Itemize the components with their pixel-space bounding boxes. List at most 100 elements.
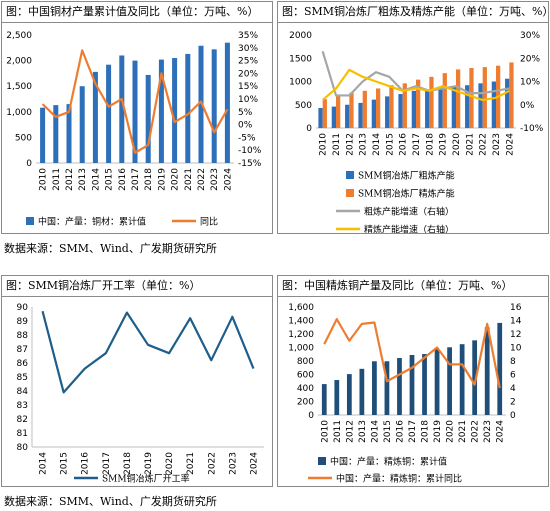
y-tick-label-right: 14 <box>510 317 522 327</box>
chart-title: 图：中国铜材产量累计值及同比（单位：万吨、%） <box>2 2 272 23</box>
x-tick-label: 2015 <box>60 452 70 475</box>
x-tick-label: 2020 <box>446 420 456 443</box>
y-tick-label-left: 0 <box>308 411 314 421</box>
bar <box>346 374 352 415</box>
x-tick-label: 2023 <box>228 452 238 475</box>
x-tick-label: 2018 <box>123 452 133 475</box>
bar <box>434 348 440 415</box>
bar <box>438 87 443 128</box>
bar <box>459 344 465 415</box>
operating-rate-chart: 80 81 82 83 84 85 86 87 88 89 90 2014 2015 2016 2017 20… <box>17 303 264 485</box>
y-tick-label-left: 2000 <box>289 31 312 41</box>
panel-refined-copper: 图：中国精炼铜产量及同比（单位：万吨、%） 0 200 400 600 800 1,000… <box>277 275 549 487</box>
y-tick-label-right: -15% <box>238 159 262 169</box>
y-tick-label-left: 1,400 <box>288 317 314 327</box>
bar <box>505 78 510 128</box>
y-tick-label-right: 0 <box>510 411 516 421</box>
y-tick-label-left: 86 <box>17 359 29 369</box>
panel-smelter-capacity: 图：SMM铜冶炼厂粗炼及精炼产能（单位：万吨、%） 0 500 1000 1500 20… <box>277 1 549 234</box>
x-tick-label: 2011 <box>333 420 343 443</box>
y-tick-label-left: 1500 <box>289 54 312 64</box>
bar <box>385 96 390 128</box>
bar <box>429 76 434 128</box>
bar <box>389 85 394 128</box>
copper-products-chart: 0 500 1,000 1,500 2,000 2,500 -15% -10% -5% 0% 5% 1… <box>6 31 262 228</box>
x-tick-label: 2023 <box>210 168 220 191</box>
y-tick-label-left: 90 <box>17 303 29 313</box>
data-source-bottom: 数据来源：SMM、Wind、广发期货研究所 <box>4 495 217 508</box>
x-tick-label: 2022 <box>471 420 481 443</box>
bar <box>482 67 487 128</box>
legend-label: 中国：产量：精炼铜：累计值 <box>330 456 447 468</box>
bar <box>456 69 461 128</box>
y-tick-label-right: -10% <box>238 146 262 156</box>
bar <box>79 86 85 163</box>
bar <box>425 89 430 128</box>
bar <box>402 83 407 128</box>
x-tick-label: 2017 <box>102 452 112 475</box>
x-tick-label: 2011 <box>332 133 342 156</box>
bar <box>145 74 151 163</box>
x-tick-label: 2014 <box>370 420 380 443</box>
chart-title: 图：SMM铜冶炼厂粗炼及精炼产能（单位：万吨、%） <box>278 2 548 23</box>
x-tick-label: 2013 <box>78 168 88 191</box>
chart-title: 图：SMM铜冶炼厂开工率（单位：%） <box>2 276 272 297</box>
y-tick-label-left: 600 <box>297 371 314 381</box>
x-tick-label: 2019 <box>439 133 449 156</box>
bar <box>321 384 327 415</box>
bar <box>322 99 327 128</box>
series-line <box>323 318 501 389</box>
series-line <box>41 49 229 154</box>
bar <box>92 71 98 163</box>
y-tick-label-left: 500 <box>15 133 32 143</box>
x-tick-label: 2019 <box>433 420 443 443</box>
y-tick-label-right: 2 <box>510 398 516 408</box>
y-tick-label-left: 0 <box>306 124 312 134</box>
bar <box>416 79 421 128</box>
x-tick-label: 2016 <box>395 420 405 443</box>
chart-title: 图：中国精炼铜产量及同比（单位：万吨、%） <box>278 276 548 297</box>
bar <box>371 99 376 128</box>
y-tick-label-left: 1,600 <box>288 303 314 313</box>
y-tick-label-left: 83 <box>17 401 28 411</box>
y-tick-label-left: 88 <box>17 331 29 341</box>
y-tick-label-left: 1,200 <box>288 330 314 340</box>
bar <box>397 358 402 415</box>
x-tick-label: 2024 <box>223 168 233 191</box>
bar <box>398 94 403 128</box>
bar <box>224 42 230 163</box>
legend-label: 中国：产量：精炼铜：累计同比 <box>336 473 462 485</box>
x-tick-label: 2010 <box>319 133 329 156</box>
bar <box>469 68 474 128</box>
x-tick-label: 2023 <box>492 133 502 156</box>
panel-copper-products: 图：中国铜材产量累计值及同比（单位：万吨、%） 0 500 1,000 1,500 2,… <box>1 1 273 234</box>
legend-swatch <box>26 217 34 225</box>
y-tick-label-left: 2,500 <box>6 31 32 41</box>
y-tick-label-right: 35% <box>238 31 258 41</box>
x-tick-label: 2010 <box>39 168 49 191</box>
x-tick-label: 2015 <box>383 420 393 443</box>
y-tick-label-left: 1000 <box>289 78 312 88</box>
y-tick-label-right: 15% <box>238 82 258 92</box>
y-tick-label-left: 80 <box>17 443 29 453</box>
legend-label: 粗炼产能增速（右轴） <box>364 206 454 218</box>
x-tick-label: 2018 <box>421 420 431 443</box>
y-tick-label-right: 0% <box>520 101 535 111</box>
legend-label: SMM铜冶炼厂精炼产能 <box>358 188 455 200</box>
x-tick-label: 2019 <box>144 452 154 475</box>
y-tick-label-left: 1,000 <box>288 344 314 354</box>
bar <box>362 90 367 128</box>
y-tick-label-right: 10% <box>238 95 258 105</box>
bar <box>384 361 390 415</box>
y-tick-label-left: 0 <box>26 159 32 169</box>
x-tick-label: 2015 <box>105 168 115 191</box>
y-tick-label-left: 200 <box>297 398 314 408</box>
y-tick-label-left: 400 <box>297 384 314 394</box>
x-tick-label: 2021 <box>186 452 196 475</box>
bar <box>334 380 340 415</box>
x-tick-label: 2019 <box>157 168 167 191</box>
x-tick-label: 2016 <box>399 133 409 156</box>
x-tick-label: 2012 <box>65 168 75 191</box>
x-tick-label: 2013 <box>359 133 369 156</box>
bar <box>465 85 470 128</box>
